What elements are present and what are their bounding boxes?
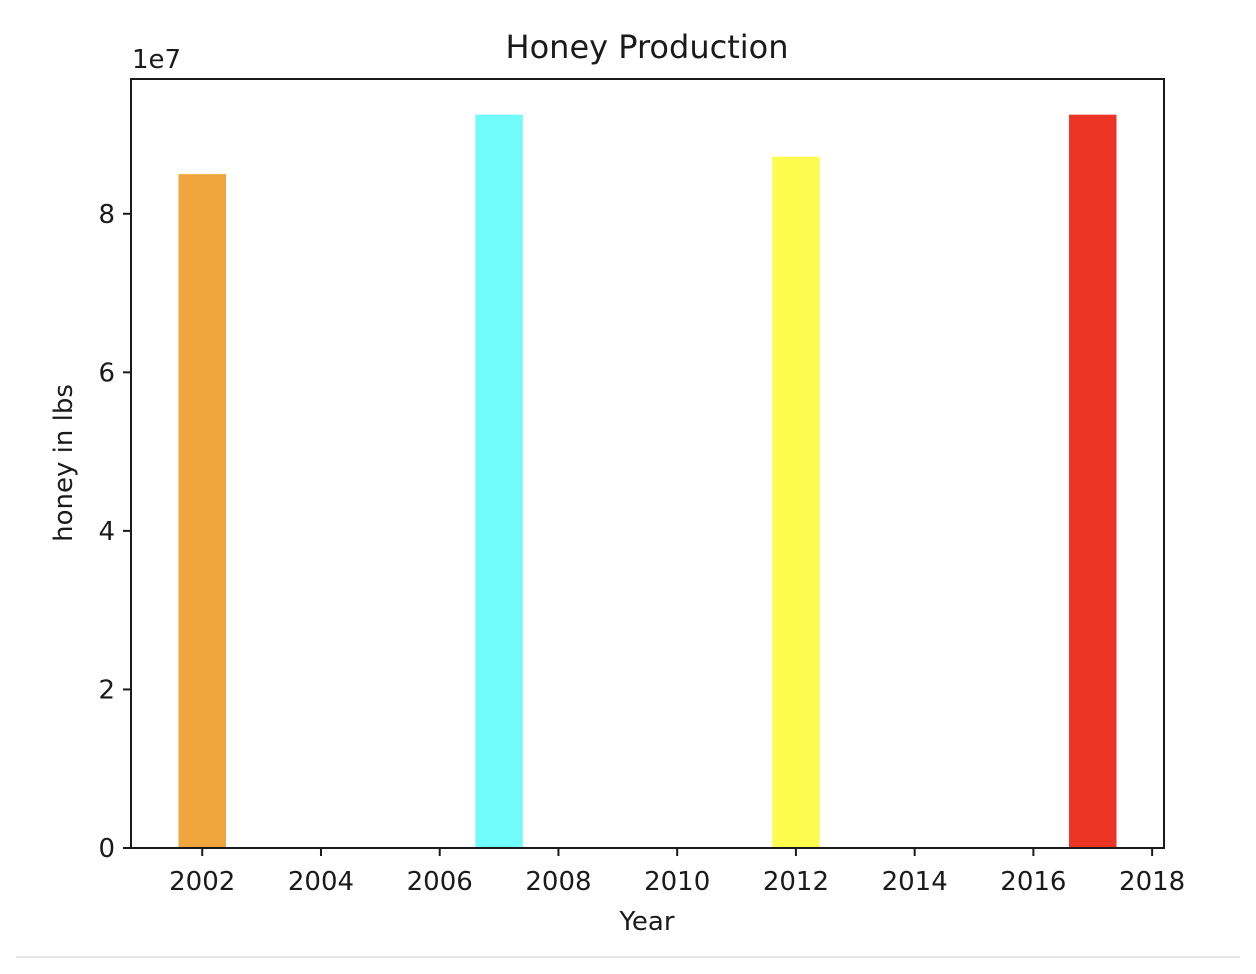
bar-2017: [1069, 114, 1117, 849]
x-axis-ticks: 2002 2004 2006 2008 2010 2012 2014 2016 2018: [169, 848, 1185, 897]
x-tick-label: 2004: [288, 867, 354, 897]
bar-2012: [772, 156, 820, 849]
plot-frame: [130, 78, 1165, 849]
y-tick-label: 4: [98, 517, 115, 547]
x-tick-label: 2008: [525, 867, 591, 897]
y-tick-label: 2: [98, 675, 115, 705]
bars-group: [178, 114, 1117, 849]
y-axis-label: honey in lbs: [49, 384, 79, 542]
x-tick-label: 2002: [169, 867, 235, 897]
x-tick-label: 2012: [763, 867, 829, 897]
bar-2007: [475, 114, 523, 849]
bar-2002: [178, 174, 226, 848]
y-tick-label: 0: [98, 834, 115, 864]
x-tick-label: 2016: [1000, 867, 1066, 897]
y-tick-label: 6: [98, 358, 115, 388]
x-tick-label: 2010: [644, 867, 710, 897]
y-axis-offset-label: 1e7: [132, 45, 181, 75]
x-tick-label: 2018: [1119, 867, 1185, 897]
x-tick-label: 2006: [407, 867, 473, 897]
x-axis-label: Year: [618, 907, 674, 937]
y-axis-ticks: 0 2 4 6 8: [98, 200, 131, 864]
y-tick-label: 8: [98, 200, 115, 230]
bottom-divider: [16, 956, 1240, 958]
x-tick-label: 2014: [882, 867, 948, 897]
chart-title: Honey Production: [506, 28, 789, 66]
